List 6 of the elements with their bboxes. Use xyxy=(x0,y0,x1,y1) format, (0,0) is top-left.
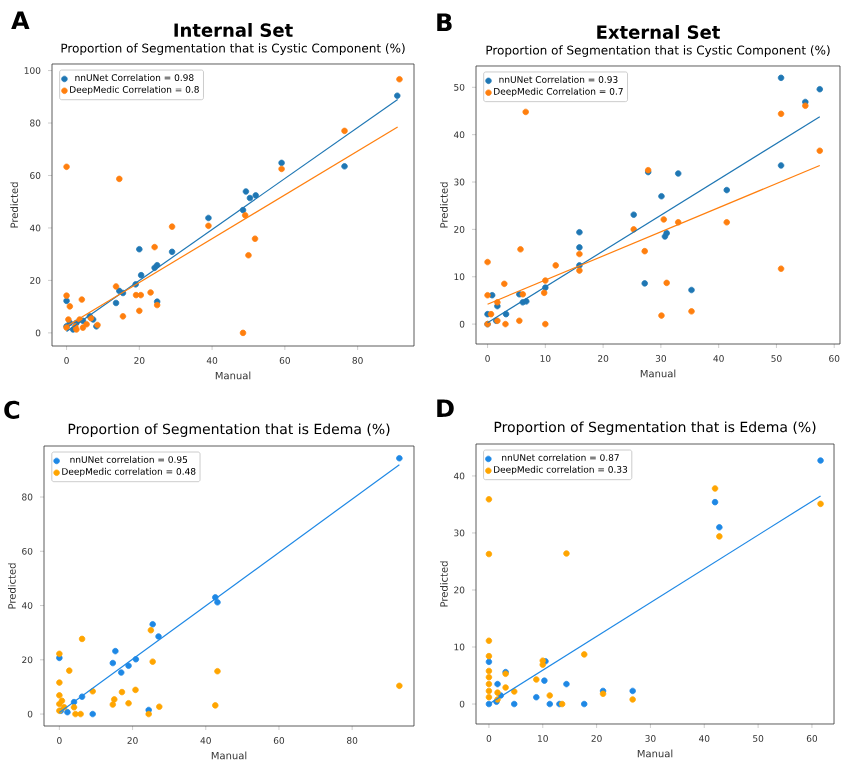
chart-title: Internal Set xyxy=(174,23,293,37)
text: A xyxy=(11,11,30,29)
text: D xyxy=(437,399,454,417)
text: C xyxy=(4,400,20,419)
chart-title: External Set xyxy=(597,25,720,39)
text: B xyxy=(437,13,452,31)
